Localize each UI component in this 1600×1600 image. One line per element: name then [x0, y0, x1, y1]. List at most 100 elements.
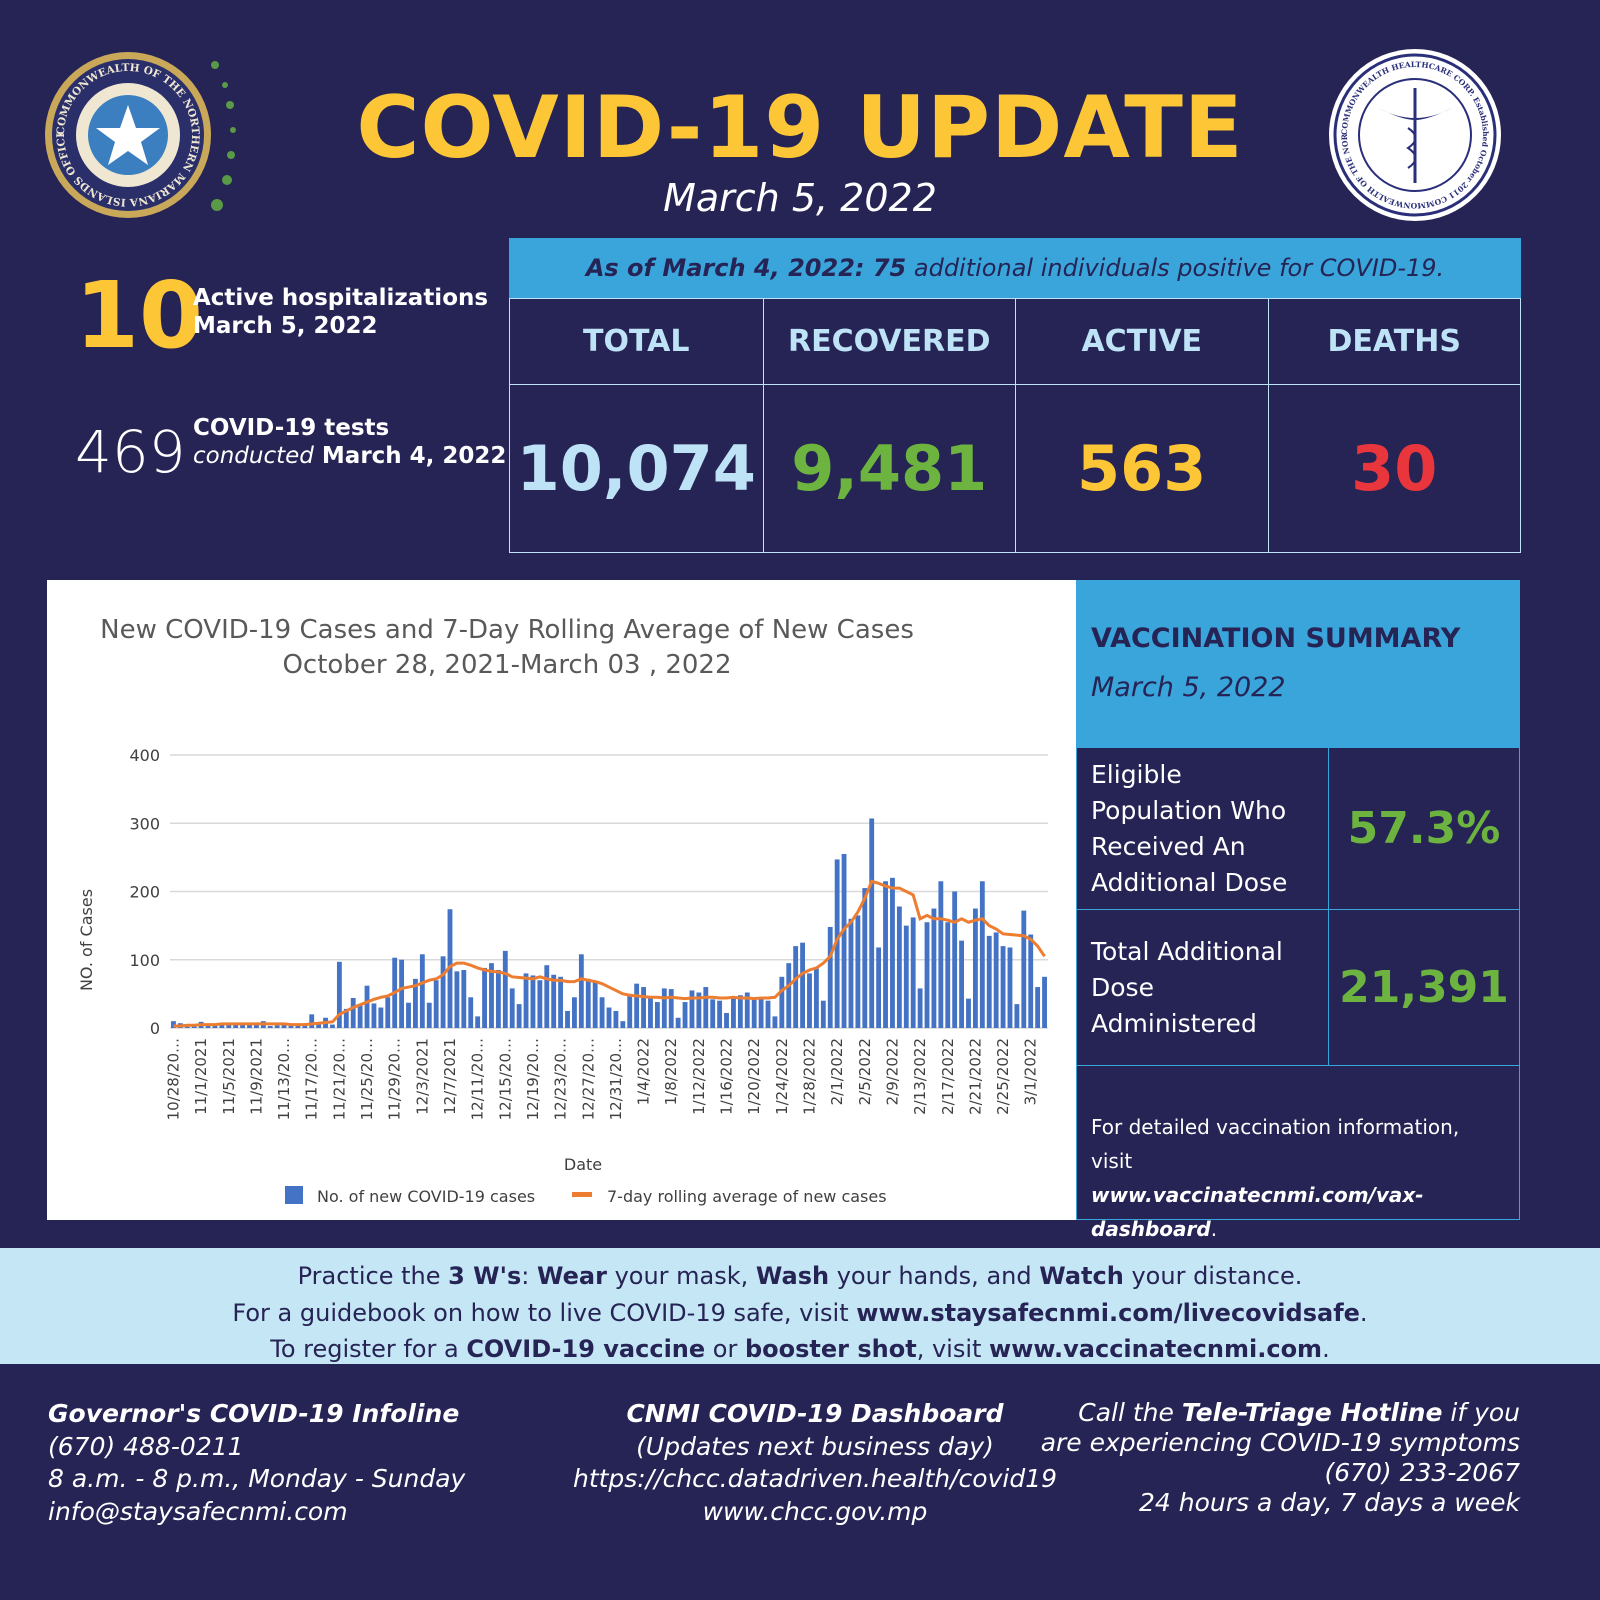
x-tick-label: 10/28/20… [164, 1038, 182, 1120]
case-bar [848, 918, 854, 1028]
case-bar [336, 961, 342, 1028]
chart-title: New COVID-19 Cases and 7-Day Rolling Ave… [100, 615, 914, 645]
case-bar [489, 963, 494, 1028]
x-tick-label: 12/11/20… [469, 1038, 487, 1120]
case-bar [620, 1021, 626, 1028]
case-bar [247, 1024, 252, 1028]
case-bar [1000, 946, 1006, 1028]
case-bar [316, 1022, 322, 1028]
case-bar [502, 950, 508, 1028]
case-bar [869, 818, 875, 1028]
case-bar [385, 997, 391, 1028]
case-bar [800, 942, 805, 1028]
x-tick-label: 1/8/2022 [662, 1038, 680, 1105]
rolling-average-line [173, 879, 1046, 1028]
legend-line-label: 7-day rolling average of new cases [607, 1187, 887, 1206]
vaccination-title: VACCINATION SUMMARY [1091, 623, 1461, 654]
case-bar [426, 1002, 432, 1028]
case-bar [876, 947, 882, 1028]
case-bar [751, 997, 757, 1028]
case-bar [330, 1024, 335, 1028]
case-bar [309, 1014, 315, 1028]
case-bar [454, 971, 460, 1028]
case-bar [551, 974, 557, 1028]
case-bar [516, 1004, 522, 1028]
vaccination-note: For detailed vaccination information, vi… [1091, 1115, 1460, 1173]
case-bar [205, 1025, 211, 1028]
x-tick-label: 1/12/2022 [690, 1038, 708, 1115]
case-bar [572, 997, 577, 1028]
vaccination-date: March 5, 2022 [1091, 672, 1286, 703]
cases-chart: New COVID-19 Cases and 7-Day Rolling Ave… [47, 580, 1076, 1220]
case-bar [350, 997, 356, 1028]
case-bar [703, 987, 709, 1028]
case-bar [648, 997, 653, 1028]
x-tick-label: 11/9/2021 [247, 1038, 265, 1115]
x-tick-label: 2/13/2022 [911, 1038, 929, 1115]
case-bar [1014, 1004, 1020, 1028]
case-bar [274, 1025, 280, 1028]
y-tick-label: 200 [129, 883, 160, 902]
case-bar [364, 985, 370, 1028]
x-tick-label: 12/3/2021 [413, 1038, 431, 1115]
case-bar [938, 881, 944, 1028]
case-bar [966, 998, 971, 1028]
case-bar [917, 988, 923, 1028]
chart-subtitle: October 28, 2021-March 03 , 2022 [282, 650, 731, 680]
vax-dashboard-link[interactable]: www.vaccinatecnmi.com/vax-dashboard [1091, 1183, 1424, 1241]
case-bar [979, 881, 985, 1028]
case-bar [813, 968, 819, 1028]
total-doses-label: Total Additional Dose Administered [1077, 910, 1329, 1065]
case-bar [717, 1000, 723, 1028]
dashboard-link[interactable]: https://chcc.datadriven.health/covid19 [572, 1464, 1058, 1493]
value-recovered: 9,481 [762, 384, 1015, 552]
case-bar [896, 906, 902, 1028]
case-bar [986, 935, 992, 1028]
case-bar [855, 915, 861, 1028]
case-bar [910, 917, 916, 1028]
case-bar [993, 932, 999, 1028]
case-bar [924, 922, 930, 1028]
band-line-1: Practice the 3 W's: Wear your mask, Wash… [297, 1262, 1303, 1290]
x-tick-label: 1/16/2022 [718, 1038, 736, 1115]
case-bar [737, 995, 743, 1028]
page-title: COVID-19 UPDATE [356, 78, 1244, 178]
livecovidsafe-link[interactable]: www.staysafecnmi.com/livecovidsafe [856, 1298, 1360, 1327]
header-recovered: RECOVERED [762, 298, 1015, 384]
case-bar [661, 988, 667, 1028]
case-bar [931, 908, 937, 1028]
case-bar [509, 988, 515, 1028]
x-tick-label: 2/17/2022 [939, 1038, 957, 1115]
x-tick-label: 3/1/2022 [1022, 1038, 1040, 1105]
case-bar [475, 1016, 481, 1028]
case-bar [1035, 987, 1041, 1028]
total-doses-value: 21,391 [1339, 962, 1509, 1013]
tests-label: COVID-19 tests conducted March 4, 2022 [193, 415, 507, 469]
x-tick-label: 2/25/2022 [994, 1038, 1012, 1115]
case-bar [807, 973, 812, 1028]
band-line-3: To register for a COVID-19 vaccine or bo… [270, 1335, 1330, 1363]
x-tick-label: 11/17/20… [303, 1038, 321, 1120]
legend-bar-swatch [285, 1186, 303, 1204]
x-tick-label: 12/27/20… [579, 1038, 597, 1120]
safety-message-band: Practice the 3 W's: Wear your mask, Wash… [0, 1248, 1600, 1364]
case-bar [558, 976, 564, 1028]
case-bar [399, 959, 405, 1028]
case-bar [654, 1002, 660, 1028]
case-bar [357, 1004, 363, 1028]
case-bar [565, 1010, 570, 1028]
case-bar [406, 1002, 411, 1028]
infoline-email[interactable]: info@staysafecnmi.com [48, 1496, 348, 1526]
x-tick-label: 12/31/20… [607, 1038, 625, 1120]
case-bar [1021, 910, 1027, 1028]
vaccinatecnmi-link[interactable]: www.vaccinatecnmi.com [989, 1335, 1323, 1363]
case-bar [482, 967, 487, 1028]
y-axis-label: NO. of Cases [77, 889, 96, 991]
case-bar [834, 859, 840, 1028]
summary-banner: As of March 4, 2022: 75 additional indiv… [509, 238, 1521, 298]
case-bar [592, 981, 598, 1028]
legend-bar-label: No. of new COVID-19 cases [317, 1187, 535, 1206]
case-bar [288, 1025, 294, 1028]
case-bar [820, 1000, 826, 1028]
chcc-link[interactable]: www.chcc.gov.mp [702, 1496, 928, 1526]
